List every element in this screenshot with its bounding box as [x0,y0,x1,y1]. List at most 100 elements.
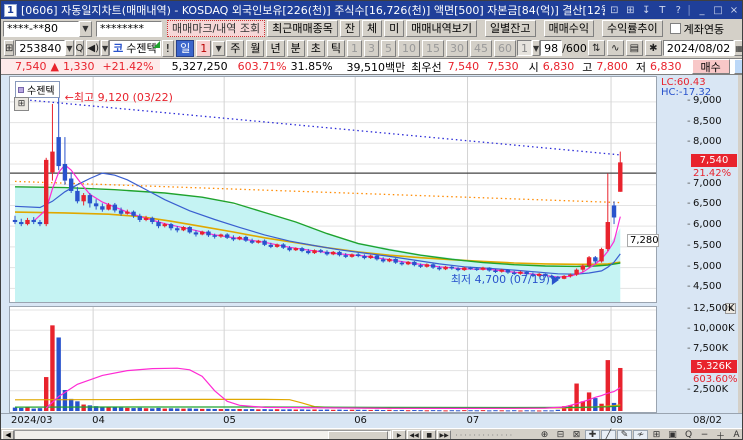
speaker-icon[interactable]: ◀) [86,40,101,56]
turnover-pct: 31.85% [290,60,333,73]
shortcut-icon[interactable]: ⊡ [610,4,619,16]
freeline-icon[interactable]: ✎ [617,429,632,439]
forward-button[interactable]: ▶▶ [437,429,452,439]
account-select[interactable]: ****-**80 [3,20,79,37]
account-dropdown-icon[interactable]: ▼ [79,20,92,37]
account-link-checkbox[interactable] [669,23,681,34]
profit-trend-button[interactable]: 수익률추이 [601,20,663,37]
eraser-icon[interactable]: ≁ [633,429,648,439]
daily-balance-button[interactable]: 일별잔고 [485,20,536,37]
stock-window-icon[interactable]: ⊞ [4,40,15,56]
font-icon[interactable]: T [659,4,666,16]
price-tick-7,000: 7,000 [687,178,737,189]
bar-count-input[interactable]: 98 [540,40,563,56]
minute-1-button[interactable]: 1 [346,39,362,57]
text-tool-icon[interactable]: A [733,430,740,440]
price-change-pct: +21.42% [102,60,154,73]
price-chart-panel[interactable]: 수젠텍 ⊞ ←최고 9,120 (03/22) 최저 4,700 (07/19) [9,76,657,303]
minute-45-button[interactable]: 45 [469,39,492,57]
price-chart-svg: ←최고 9,120 (03/22) 최저 4,700 (07/19) [10,77,656,302]
period-month-button[interactable]: 월 [246,39,265,57]
filled-button[interactable]: 체 [362,20,383,37]
period-tick-button[interactable]: 틱 [326,39,345,57]
stock-code-input[interactable]: 253840 [15,40,66,56]
horizontal-scrollbar[interactable] [14,429,392,439]
password-field[interactable]: ******** [96,20,162,37]
alert-button[interactable]: ! [161,39,175,57]
sell-button[interactable]: 매도 [733,59,742,74]
code-dropdown-icon[interactable]: ▼ [65,40,74,56]
trade-mark-search-button[interactable]: 매매마크/내역 조회 [167,20,266,37]
minute-combo[interactable]: 1 [516,40,532,56]
restore-chart-icon[interactable]: ⊟ [556,430,565,440]
grid-toggle-icon[interactable]: ⊞ [14,97,29,111]
indicator-toggle-icon[interactable]: ⊠ [572,430,581,440]
speaker-dropdown-icon[interactable]: ▼ [101,40,110,56]
minute-10-button[interactable]: 10 [397,39,420,57]
minute-15-button[interactable]: 15 [421,39,444,57]
zoom-in-icon[interactable]: ＋ [715,431,725,440]
pending-button[interactable]: 잔 [339,20,361,37]
volume-chart-panel[interactable] [9,306,657,413]
minute-combo-arrow[interactable]: ▼ [531,40,541,56]
month-label-08: 08 [610,415,623,426]
chart-settings-icon[interactable]: ⊞ [652,430,661,440]
play-button[interactable]: ▶ [392,429,407,439]
maximize-icon[interactable]: □ [713,4,723,16]
scroll-left-button[interactable]: ◀ [2,429,15,439]
minimize-icon[interactable]: _ [699,4,705,16]
open-label: 시 [528,60,539,74]
ref-price-label: 7,280 [627,234,659,247]
bar-width-slider[interactable]: ············· [455,430,515,440]
minute-30-button[interactable]: 30 [445,39,468,57]
price-tick-6,000: 6,000 [687,219,737,230]
period-day-count-arrow[interactable]: ▼ [212,40,226,56]
expand-chart-icon[interactable]: ⊕ [540,430,549,440]
best-bid: 7,540 [447,60,480,73]
close-icon[interactable]: × [729,4,739,16]
period-day-count[interactable]: 1 [196,39,212,57]
save-image-icon[interactable]: ▣ [668,430,677,440]
window-title: [0606] 자동일지차트(매매내역) - KOSDAQ 외국인보유[226(천… [21,4,605,17]
ma-slow-line [14,186,621,268]
low-price: 6,830 [650,60,682,73]
compare-icon[interactable]: ⇅ [587,40,605,56]
help-icon[interactable]: ? [675,4,681,16]
price-change: 1,330 [62,60,95,73]
stop-button[interactable]: ■ [422,429,437,439]
period-year-button[interactable]: 년 [266,39,285,57]
current-price-marker: 7,540 [691,154,737,168]
minute-5-button[interactable]: 5 [380,39,396,57]
calendar-icon[interactable]: ▦ [734,40,742,56]
magnifier-icon[interactable]: Q [684,430,693,440]
scrollbar-thumb[interactable] [328,430,389,439]
period-second-button[interactable]: 초 [306,39,325,57]
chart-style-icon[interactable]: ∿ [606,40,624,56]
minute-3-button[interactable]: 3 [363,39,379,57]
settings-icon[interactable]: ✱ [644,40,662,56]
buy-button[interactable]: 매수 [691,59,730,74]
trade-profit-button[interactable]: 매매수익 [543,20,594,37]
best-ask: 7,530 [487,60,519,73]
stock-name-field[interactable]: 코 수젠텍 [109,40,161,56]
search-icon[interactable]: Q [74,40,85,56]
trendline-icon[interactable]: ╱ [601,429,616,439]
period-day-button[interactable]: 일 [176,39,195,57]
period-week-button[interactable]: 주 [226,39,245,57]
pin-icon[interactable]: ↧ [642,4,651,16]
crosshair-icon[interactable]: ✚ [585,429,600,439]
up-arrow-icon: ▲ [50,60,59,73]
save-icon[interactable]: ▤ [625,40,643,56]
price-tick-8,500: 8,500 [687,116,737,127]
minute-60-button[interactable]: 60 [493,39,516,57]
period-minute-button[interactable]: 분 [286,39,305,57]
rewind-button[interactable]: ◀◀ [407,429,422,439]
zoom-out-icon[interactable]: − [700,430,709,440]
date-input[interactable]: 2024/08/02 [662,40,735,56]
unfilled-button[interactable]: 미 [384,20,405,37]
playback-buttons: ▶ ◀◀ ■ ▶▶ [391,429,452,439]
recent-trade-stocks-button[interactable]: 최근매매종목 [267,20,338,37]
trade-history-view-button[interactable]: 매매내역보기 [406,20,478,37]
clone-window-icon[interactable]: ⊞ [626,4,635,16]
chart-zone: 수젠텍 ⊞ ←최고 9,120 (03/22) 최저 4,700 (07/19) … [1,75,742,428]
